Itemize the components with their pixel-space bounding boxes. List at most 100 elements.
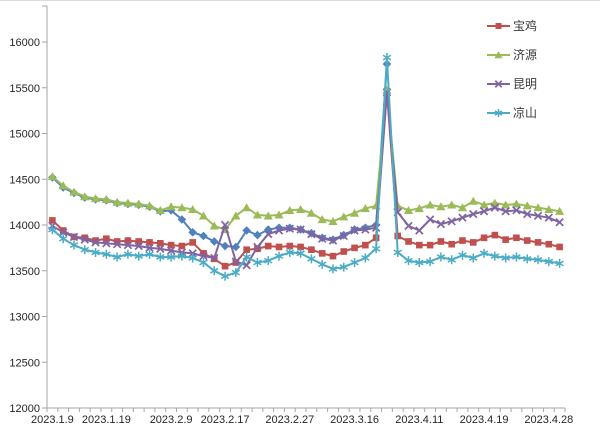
marker-diamond: [253, 230, 262, 240]
marker-asterisk: [80, 245, 90, 255]
marker-square: [308, 246, 315, 254]
marker-triangle: [242, 203, 252, 212]
marker-triangle: [285, 205, 295, 214]
x-axis-label: 2023.4.11: [395, 414, 443, 426]
x-axis-label: 2023.4.28: [524, 414, 573, 426]
marker-square: [81, 234, 89, 242]
marker-asterisk: [544, 257, 554, 267]
marker-x: [199, 251, 208, 261]
marker-x: [555, 218, 564, 227]
legend-label-liangshan: 凉山: [513, 106, 538, 120]
legend-label-jiyuan: 济源: [513, 48, 538, 62]
marker-asterisk: [145, 249, 154, 259]
marker-x: [523, 209, 532, 219]
marker-square: [502, 236, 509, 243]
marker-asterisk: [48, 225, 57, 235]
marker-square: [405, 238, 412, 245]
series-unlabeled-blue: [48, 59, 392, 252]
marker-asterisk: [199, 258, 208, 268]
marker-asterisk: [166, 252, 176, 262]
marker-asterisk: [220, 271, 230, 281]
marker-triangle: [349, 208, 360, 217]
marker-x: [494, 79, 503, 88]
marker-x: [112, 240, 122, 249]
marker-x: [350, 226, 359, 235]
marker-triangle: [511, 199, 522, 208]
marker-square: [49, 217, 56, 224]
marker-asterisk: [533, 255, 543, 265]
marker-triangle: [252, 210, 263, 219]
marker-x: [469, 209, 478, 219]
marker-square: [480, 234, 488, 242]
marker-triangle: [177, 203, 187, 212]
marker-triangle: [134, 199, 144, 208]
marker-x: [447, 217, 456, 226]
marker-triangle: [101, 194, 111, 203]
marker-asterisk: [512, 252, 521, 262]
marker-triangle: [306, 208, 316, 217]
legend-item-kunming: 昆明: [487, 73, 537, 94]
marker-triangle: [198, 211, 209, 220]
marker-diamond: [209, 237, 219, 246]
marker-x: [69, 232, 79, 242]
marker-x: [264, 229, 273, 239]
marker-diamond: [231, 242, 241, 252]
marker-square: [556, 243, 563, 251]
marker-asterisk: [490, 251, 500, 261]
series-line-jiyuan: [51, 89, 560, 231]
marker-square: [157, 240, 164, 247]
marker-x: [512, 206, 521, 215]
marker-asterisk: [425, 257, 435, 267]
marker-square: [329, 252, 337, 260]
marker-x: [210, 253, 219, 263]
marker-triangle: [339, 212, 349, 221]
window-top-border: [0, 0, 600, 1]
marker-asterisk: [307, 254, 316, 264]
marker-triangle: [328, 216, 338, 225]
marker-diamond: [166, 206, 176, 215]
marker-triangle: [112, 197, 122, 206]
axes: 12000 12500 13000 13500 14000 14500 15000 15500…: [9, 5, 573, 426]
marker-triangle: [188, 205, 198, 214]
marker-square: [340, 248, 348, 255]
marker-triangle: [317, 215, 327, 224]
x-axis-label: 2023.2.17: [201, 414, 250, 426]
marker-x: [490, 203, 500, 212]
marker-asterisk: [458, 250, 467, 260]
marker-triangle: [468, 196, 478, 205]
marker-asterisk: [91, 247, 100, 257]
marker-square: [448, 240, 455, 248]
marker-asterisk: [58, 234, 68, 244]
marker-square: [416, 241, 423, 249]
y-axis-label: 14500: [9, 174, 40, 186]
marker-square: [200, 250, 207, 257]
marker-square: [534, 239, 542, 246]
marker-asterisk: [69, 240, 79, 250]
marker-asterisk: [371, 244, 381, 254]
marker-asterisk: [415, 258, 424, 268]
marker-x: [339, 231, 348, 241]
marker-triangle: [414, 204, 424, 213]
marker-asterisk: [263, 256, 273, 266]
marker-square: [491, 231, 499, 239]
legend-item-baoji: 宝鸡: [487, 15, 537, 36]
marker-asterisk: [522, 254, 532, 264]
marker-x: [166, 246, 176, 255]
marker-square: [426, 241, 434, 249]
marker-asterisk: [382, 53, 392, 63]
y-axis-label: 13500: [9, 266, 40, 278]
marker-square: [545, 240, 553, 248]
marker-x: [544, 213, 554, 222]
marker-square: [124, 237, 132, 244]
marker-square: [469, 239, 477, 246]
marker-diamond: [263, 225, 273, 234]
marker-square: [297, 243, 304, 251]
marker-x: [123, 240, 133, 250]
y-axis-label: 13000: [9, 312, 40, 324]
y-axis-label: 14000: [9, 220, 40, 232]
marker-x: [328, 236, 338, 245]
legend-label-kunming: 昆明: [513, 77, 538, 91]
marker-diamond: [199, 231, 208, 241]
